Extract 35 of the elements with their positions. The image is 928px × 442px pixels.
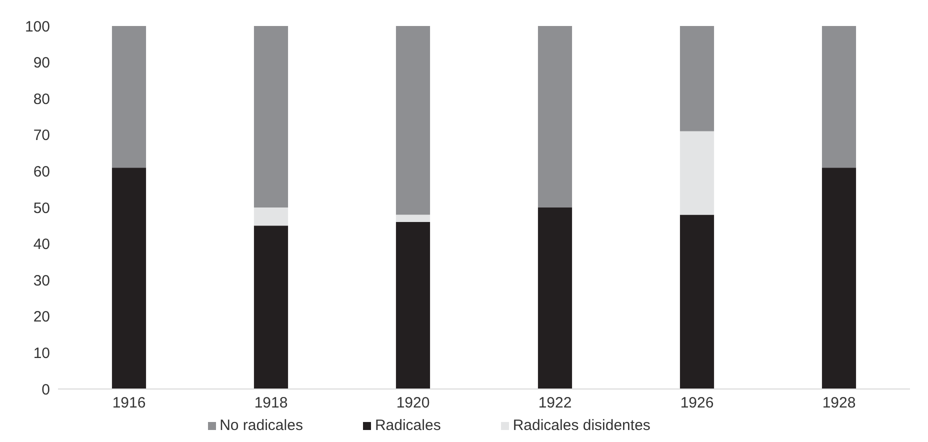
- legend-label: No radicales: [220, 417, 303, 434]
- bar: [254, 208, 288, 226]
- bar: [822, 26, 856, 168]
- legend-label: Radicales disidentes: [512, 417, 650, 434]
- x-tick-label: 1922: [538, 394, 572, 412]
- bar: [680, 214, 714, 389]
- x-tick-label: 1918: [254, 394, 288, 412]
- y-tick-label: 50: [33, 200, 50, 217]
- bar: [822, 168, 856, 389]
- y-tick-label: 60: [33, 164, 50, 181]
- x-tick-label: 1916: [112, 394, 146, 412]
- bar: [254, 226, 288, 389]
- bar: [680, 131, 714, 215]
- bar: [538, 208, 572, 389]
- x-tick-label: 1928: [822, 394, 856, 412]
- y-tick-label: 70: [33, 127, 50, 144]
- legend-label: Radicales: [374, 417, 441, 434]
- bar: [396, 214, 430, 222]
- y-tick-label: 90: [33, 54, 50, 72]
- y-tick-label: 10: [33, 345, 50, 362]
- bar: [396, 26, 430, 215]
- bar: [112, 168, 146, 389]
- x-tick-label: 1926: [680, 394, 714, 412]
- bar: [680, 26, 714, 132]
- x-tick-label: 1920: [396, 394, 430, 412]
- y-tick-label: 20: [33, 308, 50, 326]
- y-tick-label: 40: [33, 236, 50, 254]
- bar: [112, 26, 146, 168]
- y-tick-label: 80: [33, 90, 50, 108]
- bar: [538, 26, 572, 208]
- bar: [254, 26, 288, 208]
- y-tick-label: 0: [42, 381, 50, 398]
- y-tick-label: 30: [33, 272, 50, 290]
- y-tick-label: 100: [24, 18, 50, 36]
- bar: [396, 222, 430, 389]
